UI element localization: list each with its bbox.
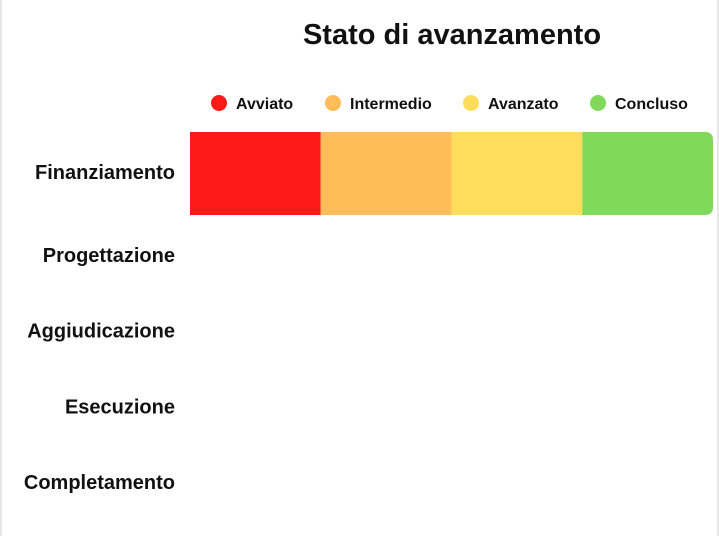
category-label-progettazione: Progettazione — [43, 245, 175, 267]
legend-label-intermedio[interactable]: Intermedio — [350, 96, 432, 113]
chart-title: Stato di avanzamento — [303, 19, 601, 51]
legend: Avviato Intermedio Avanzato Concluso — [211, 95, 688, 113]
legend-marker-avviato[interactable] — [211, 95, 227, 111]
legend-label-avanzato[interactable]: Avanzato — [488, 96, 559, 113]
bar-finanziamento-intermedio[interactable] — [320, 132, 452, 215]
category-label-aggiudicazione: Aggiudicazione — [27, 321, 175, 343]
legend-label-avviato[interactable]: Avviato — [236, 96, 293, 113]
bar-finanziamento-concluso[interactable] — [582, 132, 713, 215]
legend-marker-avanzato[interactable] — [463, 95, 479, 111]
bars — [190, 132, 713, 215]
category-label-esecuzione: Esecuzione — [65, 396, 175, 418]
legend-label-concluso[interactable]: Concluso — [615, 96, 688, 113]
bar-finanziamento-avviato[interactable] — [190, 132, 321, 215]
legend-marker-intermedio[interactable] — [325, 95, 341, 111]
category-label-finanziamento: Finanziamento — [35, 162, 175, 184]
legend-marker-concluso[interactable] — [590, 95, 606, 111]
bar-finanziamento-avanzato[interactable] — [451, 132, 583, 215]
category-label-completamento: Completamento — [24, 472, 175, 494]
category-labels: Finanziamento Progettazione Aggiudicazione… — [24, 162, 175, 494]
